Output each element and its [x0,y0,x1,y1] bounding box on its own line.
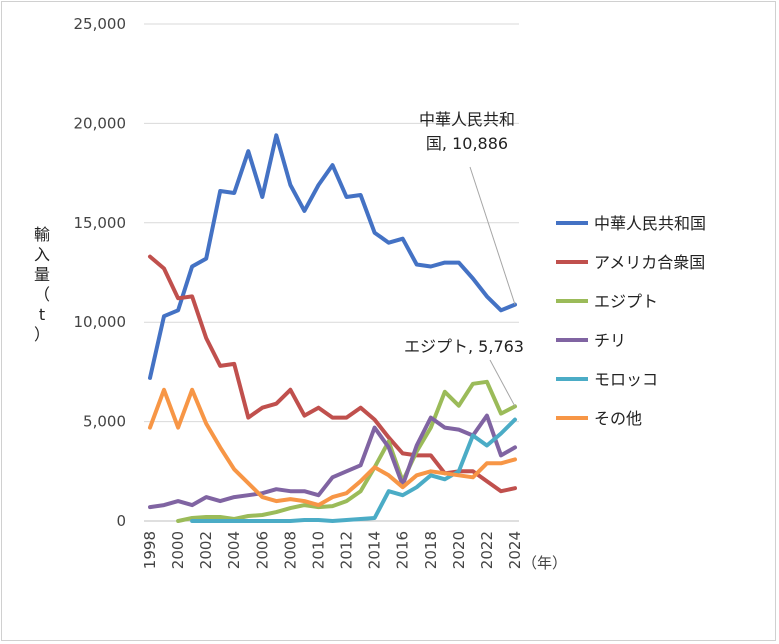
legend-label: エジプト [594,292,658,311]
x-tick-label: 2022 [478,531,496,569]
x-tick-label: 2010 [309,531,327,569]
x-tick-label: 2002 [197,531,215,569]
annotations: 中華人民共和国, 10,886 エジプト, 5,763 [404,110,524,407]
y-tick-label: 0 [116,512,126,530]
y-tick-label: 15,000 [74,214,127,232]
x-axis-unit: （年） [522,554,567,572]
legend-label: モロッコ [594,370,658,389]
y-tick-label: 5,000 [83,413,126,431]
y-tick-label: 10,000 [74,313,127,331]
x-tick-label: 2016 [394,531,412,569]
series-line [148,254,517,494]
series-line [148,133,517,380]
data-label: エジプト, 5,763 [404,337,524,356]
y-tick-label: 25,000 [74,15,127,33]
series-lines [148,133,517,523]
x-tick-label: 2024 [506,531,524,569]
legend-label: その他 [594,409,642,428]
x-tick-label: 2020 [450,531,468,569]
legend-label: 中華人民共和国 [594,214,706,233]
y-axis-label: 輸入量（ t） [34,225,50,344]
legend-label: アメリカ合衆国 [594,253,705,272]
leader-line [489,359,516,407]
legend-label: チリ [594,331,626,350]
x-tick-label: 2012 [338,531,356,569]
x-tick-label: 1998 [141,531,159,569]
series-line [148,387,517,508]
x-tick-label: 2014 [366,531,384,569]
data-label: 中華人民共和国, 10,886 [419,110,515,153]
x-tick-label: 2006 [253,531,271,569]
leader-line [469,166,516,305]
y-tick-label: 20,000 [74,114,127,132]
gridlines [144,23,519,522]
x-tick-label: 2018 [422,531,440,569]
x-tick-label: 2000 [169,531,187,569]
x-axis-ticks: 1998 2000 2002 2004 2006 2008 2010 2012 2014 2016… [141,531,524,569]
x-tick-label: 2008 [281,531,299,569]
y-axis-ticks: 0 5,000 10,000 15,000 20,000 25,000 [74,15,127,530]
x-tick-label: 2004 [225,531,243,569]
series-line [190,417,517,523]
series-line [148,413,517,510]
